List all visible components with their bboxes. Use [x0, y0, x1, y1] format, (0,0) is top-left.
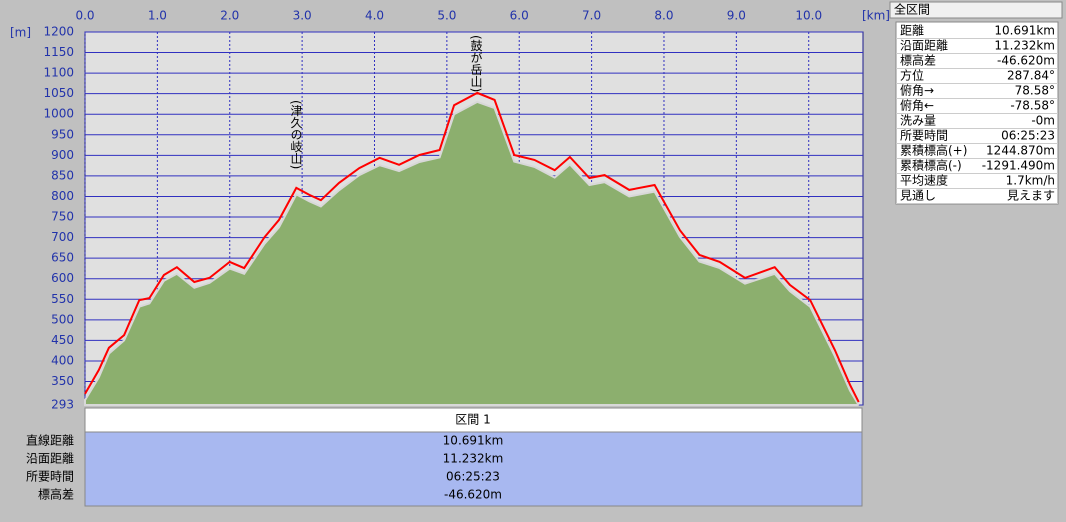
y-tick-label: 950 [51, 127, 74, 141]
y-tick-label: 1000 [43, 107, 74, 121]
x-tick-label: 4.0 [365, 9, 384, 23]
y-tick-label: 850 [51, 168, 74, 182]
panel-value: -1291.490m [982, 159, 1055, 173]
panel-header [889, 1, 1063, 19]
panel-value: 11.232km [994, 39, 1055, 53]
y-tick-label: 1200 [43, 25, 74, 39]
panel-label: 累積標高(-) [900, 158, 962, 173]
x-tick-label: 2.0 [220, 9, 239, 23]
y-tick-label: 500 [51, 312, 74, 326]
panel-value: -0m [1031, 114, 1055, 128]
panel-label: 見通し [900, 189, 936, 203]
panel-label: 沿面距離 [900, 39, 948, 53]
panel-value: 06:25:23 [1001, 129, 1055, 143]
row-label: 沿面距離 [26, 452, 74, 466]
terrain-area [84, 100, 860, 406]
row-value: 11.232km [443, 452, 504, 466]
y-tick-label: 600 [51, 271, 74, 285]
table-header [84, 407, 863, 433]
panel-value: -78.58° [1010, 99, 1055, 113]
peak-label: (津久の岐山) [289, 100, 303, 169]
y-tick-label: 400 [51, 353, 74, 367]
panel-title: 全区間 [894, 2, 930, 17]
panel-label: 洗み量 [900, 114, 936, 128]
row-label: 標高差 [38, 487, 74, 502]
x-tick-label: 0.0 [75, 9, 94, 23]
panel-value: 78.58° [1015, 84, 1055, 98]
panel-value: 見えます [1007, 189, 1055, 203]
y-tick-label: 1100 [43, 66, 74, 80]
panel-label: 方位 [900, 68, 924, 83]
track-line [84, 91, 860, 403]
y-tick-label: 1050 [43, 86, 74, 100]
x-unit: [km] [862, 9, 890, 23]
y-tick-label: 900 [51, 148, 74, 162]
panel-value: 10.691km [994, 24, 1055, 38]
y-tick-label: 550 [51, 292, 74, 306]
y-tick-label: 350 [51, 374, 74, 388]
peak-label: (鼓が岳山) [469, 35, 483, 92]
panel-label: 所要時間 [900, 129, 948, 143]
panel-label: 平均速度 [900, 173, 948, 188]
x-tick-label: 1.0 [148, 9, 167, 23]
x-tick-label: 3.0 [293, 9, 312, 23]
panel-label: 累積標高(+) [900, 143, 967, 158]
row-label: 所要時間 [26, 470, 74, 484]
panel-label: 距離 [900, 24, 924, 38]
panel-value: 1244.870m [986, 144, 1055, 158]
panel-label: 標高差 [900, 53, 936, 68]
x-tick-label: 6.0 [510, 9, 529, 23]
y-tick-label: 700 [51, 230, 74, 244]
y-tick-label: 293 [51, 398, 74, 412]
table-title: 区間 1 [455, 413, 490, 427]
x-tick-label: 8.0 [654, 9, 673, 23]
x-tick-label: 5.0 [437, 9, 456, 23]
y-tick-label: 800 [51, 189, 74, 203]
y-unit: [m] [10, 26, 31, 40]
panel-value: -46.620m [997, 54, 1055, 68]
x-tick-label: 7.0 [582, 9, 601, 23]
row-value: 06:25:23 [446, 470, 500, 484]
row-label: 直線距離 [26, 433, 74, 448]
panel-label: 俯角← [900, 98, 934, 113]
row-value: 10.691km [443, 434, 504, 448]
table-body [84, 431, 863, 507]
y-tick-label: 650 [51, 251, 74, 265]
x-tick-label: 10.0 [795, 9, 822, 23]
panel-label: 俯角→ [900, 83, 934, 98]
panel-value: 287.84° [1007, 69, 1055, 83]
x-tick-label: 9.0 [727, 9, 746, 23]
panel-value: 1.7km/h [1006, 174, 1055, 188]
row-value: -46.620m [444, 488, 502, 502]
y-tick-label: 1150 [43, 45, 74, 59]
y-tick-label: 750 [51, 210, 74, 224]
y-tick-label: 450 [51, 333, 74, 347]
